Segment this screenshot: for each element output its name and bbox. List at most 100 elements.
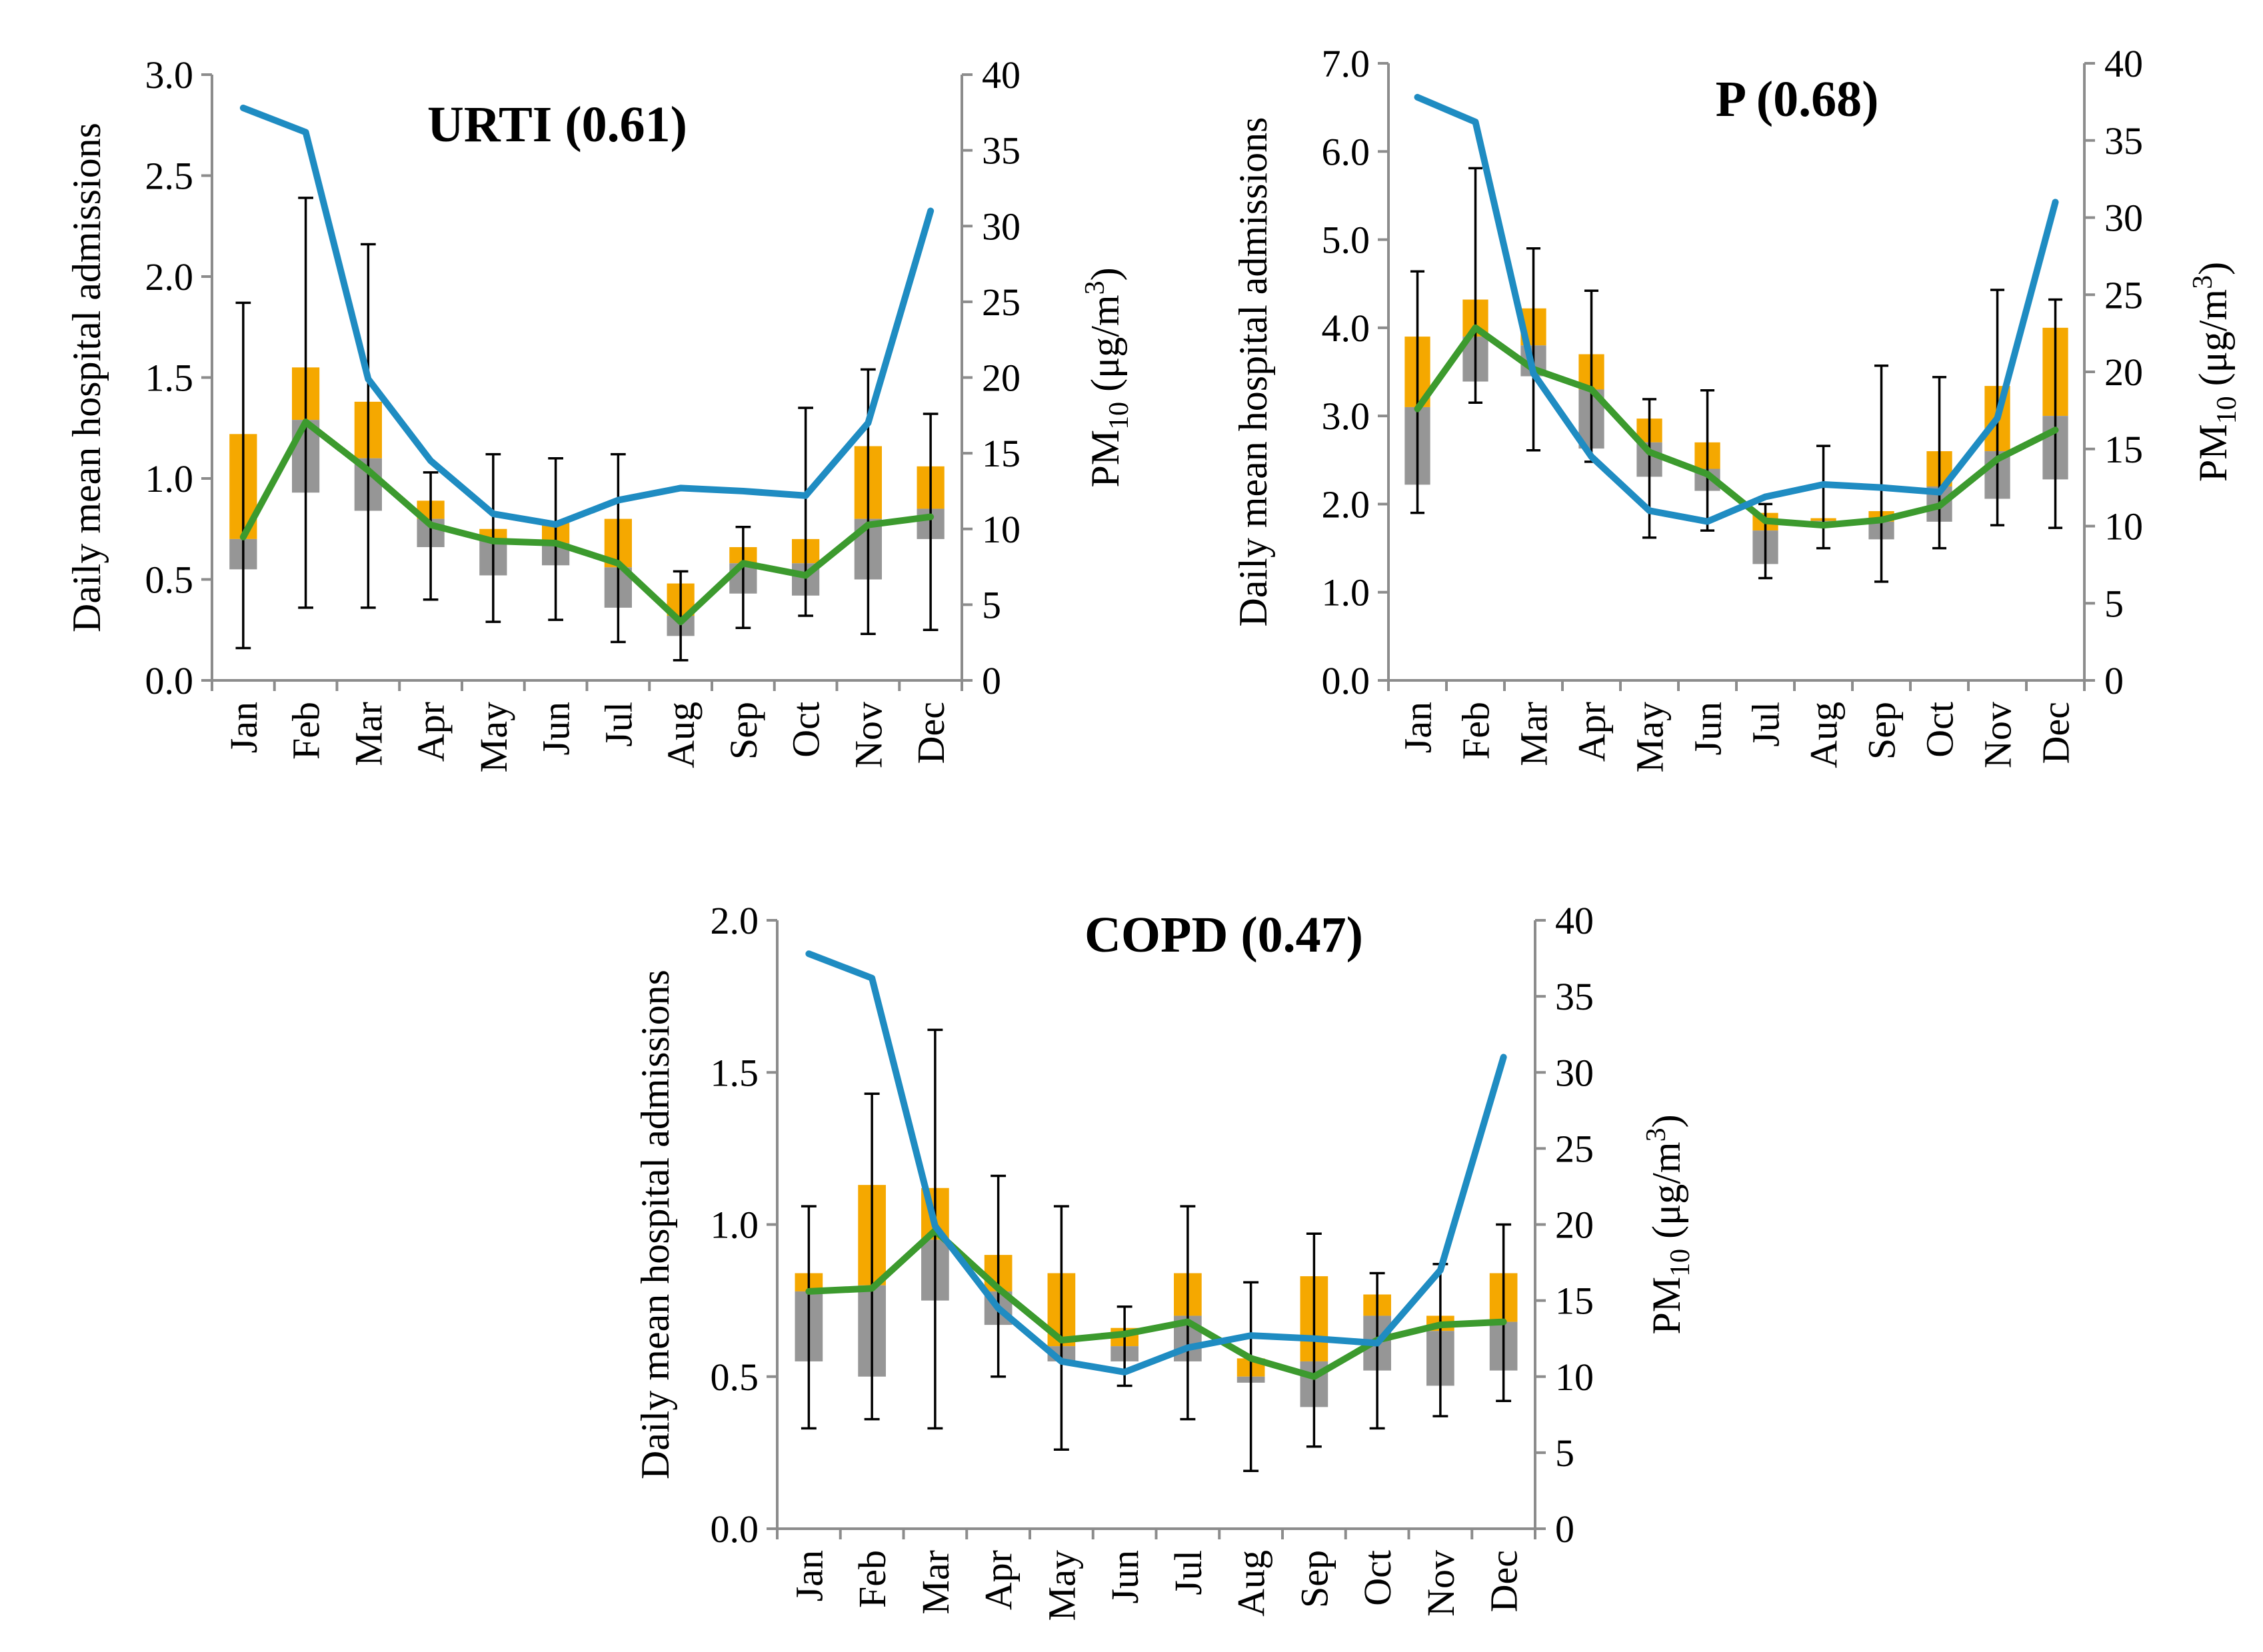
chart-title: P (0.68) xyxy=(1716,71,1879,127)
y2-tick-label: 15 xyxy=(982,432,1021,475)
y2-tick-label: 25 xyxy=(2104,273,2143,317)
x-tick-label: Apr xyxy=(1570,702,1614,762)
x-tick-label: Aug xyxy=(659,702,703,768)
y2-tick-label: 20 xyxy=(2104,351,2143,394)
y2-title-end: ) xyxy=(2191,262,2235,275)
y-tick-label: 1.0 xyxy=(1322,571,1370,614)
y-tick-label: 5.0 xyxy=(1322,219,1370,262)
x-tick-label: Aug xyxy=(1230,1550,1273,1617)
y-tick-label: 1.5 xyxy=(145,357,194,400)
x-tick-label: Dec xyxy=(909,702,953,764)
y2-tick-label: 20 xyxy=(982,357,1021,400)
y2-tick-label: 40 xyxy=(1555,899,1594,942)
mean-admissions-line xyxy=(1414,324,2059,529)
y2-title-sup: 3 xyxy=(1080,281,1111,295)
x-tick-label: Feb xyxy=(1454,702,1498,760)
y2-tick-label: 5 xyxy=(1555,1431,1574,1475)
y2-axis-title: PM10 (μg/m3) xyxy=(2188,262,2242,482)
x-tick-label: Oct xyxy=(1356,1550,1399,1606)
x-tick-label: Dec xyxy=(1482,1550,1526,1612)
y2-tick-label: 30 xyxy=(1555,1051,1594,1094)
y2-title-main: PM xyxy=(2191,424,2235,482)
x-tick-label: Mar xyxy=(1512,702,1556,766)
x-tick-label: Jun xyxy=(535,702,578,756)
pm10-line xyxy=(239,104,935,528)
x-tick-label: Dec xyxy=(2034,702,2078,764)
y-tick-label: 6.0 xyxy=(1322,130,1370,173)
y2-title-sub: 10 xyxy=(2212,396,2242,424)
y-tick-label: 4.0 xyxy=(1322,307,1370,350)
y-tick-label: 0.0 xyxy=(145,659,194,702)
y2-tick-label: 15 xyxy=(2104,428,2143,471)
chart-panel-pneumonia: 0.0 1.0 2.0 3.0 4.0 5.0 6.0 7.0 0 5 10 15 20 25 30 35 40… xyxy=(1231,42,2242,772)
x-tick-label: May xyxy=(1040,1550,1083,1621)
x-tick-label: Oct xyxy=(785,702,828,758)
y-tick-label: 1.5 xyxy=(711,1051,759,1094)
y-tick-label: 2.0 xyxy=(1322,482,1370,526)
x-tick-label: Nov xyxy=(847,702,890,768)
y2-tick-label: 10 xyxy=(982,508,1021,551)
y-axis-title: Daily mean hospital admissions xyxy=(1231,117,1275,627)
y2-tick-label: 25 xyxy=(1555,1127,1594,1170)
pm10-line xyxy=(805,950,1507,1375)
y-tick-label: 7.0 xyxy=(1322,42,1370,85)
x-tick-label: Apr xyxy=(977,1550,1021,1610)
y2-title-end: ) xyxy=(1644,1114,1688,1128)
y2-tick-label: 5 xyxy=(2104,582,2124,625)
x-tick-label: Oct xyxy=(1918,702,1962,758)
x-tick-label: Sep xyxy=(722,702,765,760)
y2-title-sub: 10 xyxy=(1665,1249,1696,1277)
x-tick-label: Jul xyxy=(1166,1550,1210,1595)
x-tick-label: Jun xyxy=(1103,1550,1146,1604)
y-tick-label: 0.5 xyxy=(711,1355,759,1399)
y-axis-title: Daily mean hospital admissions xyxy=(633,970,677,1479)
x-tick-label: Jan xyxy=(222,702,265,753)
y2-title-sub: 10 xyxy=(1104,402,1134,430)
y-tick-label: 2.5 xyxy=(145,155,194,198)
y-axis-title: Daily mean hospital admissions xyxy=(65,123,109,632)
y2-tick-label: 0 xyxy=(2104,659,2124,702)
x-tick-label: Mar xyxy=(914,1550,957,1615)
y-tick-label: 1.0 xyxy=(145,457,194,500)
y2-tick-label: 30 xyxy=(982,205,1021,248)
x-tick-label: Nov xyxy=(1976,702,2020,768)
y2-tick-label: 35 xyxy=(2104,119,2143,163)
x-tick-label: Jul xyxy=(1744,702,1788,747)
y2-tick-label: 25 xyxy=(982,281,1021,324)
x-tick-label: Aug xyxy=(1802,702,1846,768)
y2-title-main: PM xyxy=(1644,1277,1688,1335)
y2-tick-label: 15 xyxy=(1555,1279,1594,1323)
x-tick-label: Jan xyxy=(1396,702,1440,753)
x-tick-label: May xyxy=(1628,702,1672,772)
y2-title-end: ) xyxy=(1083,267,1127,281)
y2-tick-label: 30 xyxy=(2104,197,2143,240)
y2-title-sup: 3 xyxy=(1641,1128,1672,1142)
mean-admissions-line xyxy=(239,418,935,626)
chart-title: URTI (0.61) xyxy=(427,97,687,153)
y2-tick-label: 0 xyxy=(1555,1507,1574,1551)
y-tick-label: 0.0 xyxy=(711,1507,759,1551)
y2-title-sup: 3 xyxy=(2188,275,2218,289)
x-tick-label: Jun xyxy=(1686,702,1730,756)
x-tick-label: Mar xyxy=(347,702,390,766)
y-tick-label: 2.0 xyxy=(711,899,759,942)
x-tick-label: May xyxy=(472,702,515,772)
x-tick-label: Jan xyxy=(787,1550,831,1601)
x-tick-label: Sep xyxy=(1292,1550,1336,1608)
x-tick-label: Apr xyxy=(409,702,453,762)
chart-panel-copd: 0.0 0.5 1.0 1.5 2.0 0 5 10 15 20 25 30 35 40 Jan Feb Mar… xyxy=(633,899,1696,1621)
y2-tick-label: 5 xyxy=(982,583,1001,626)
y2-tick-label: 35 xyxy=(1555,975,1594,1018)
y-tick-label: 2.0 xyxy=(145,255,194,299)
chart-title: COPD (0.47) xyxy=(1085,907,1363,963)
x-tick-label: Feb xyxy=(285,702,328,760)
y-tick-label: 3.0 xyxy=(1322,395,1370,438)
y2-tick-label: 10 xyxy=(1555,1355,1594,1399)
y-tick-label: 0.5 xyxy=(145,558,194,602)
chart-panel-urti: 0.0 0.5 1.0 1.5 2.0 2.5 3.0 0 5 10 15 20 25 30 35 40 Jan… xyxy=(65,53,1134,772)
pm10-line xyxy=(1414,93,2059,525)
y2-tick-label: 35 xyxy=(982,129,1021,173)
x-tick-label: Nov xyxy=(1419,1550,1462,1617)
y2-tick-label: 20 xyxy=(1555,1204,1594,1247)
